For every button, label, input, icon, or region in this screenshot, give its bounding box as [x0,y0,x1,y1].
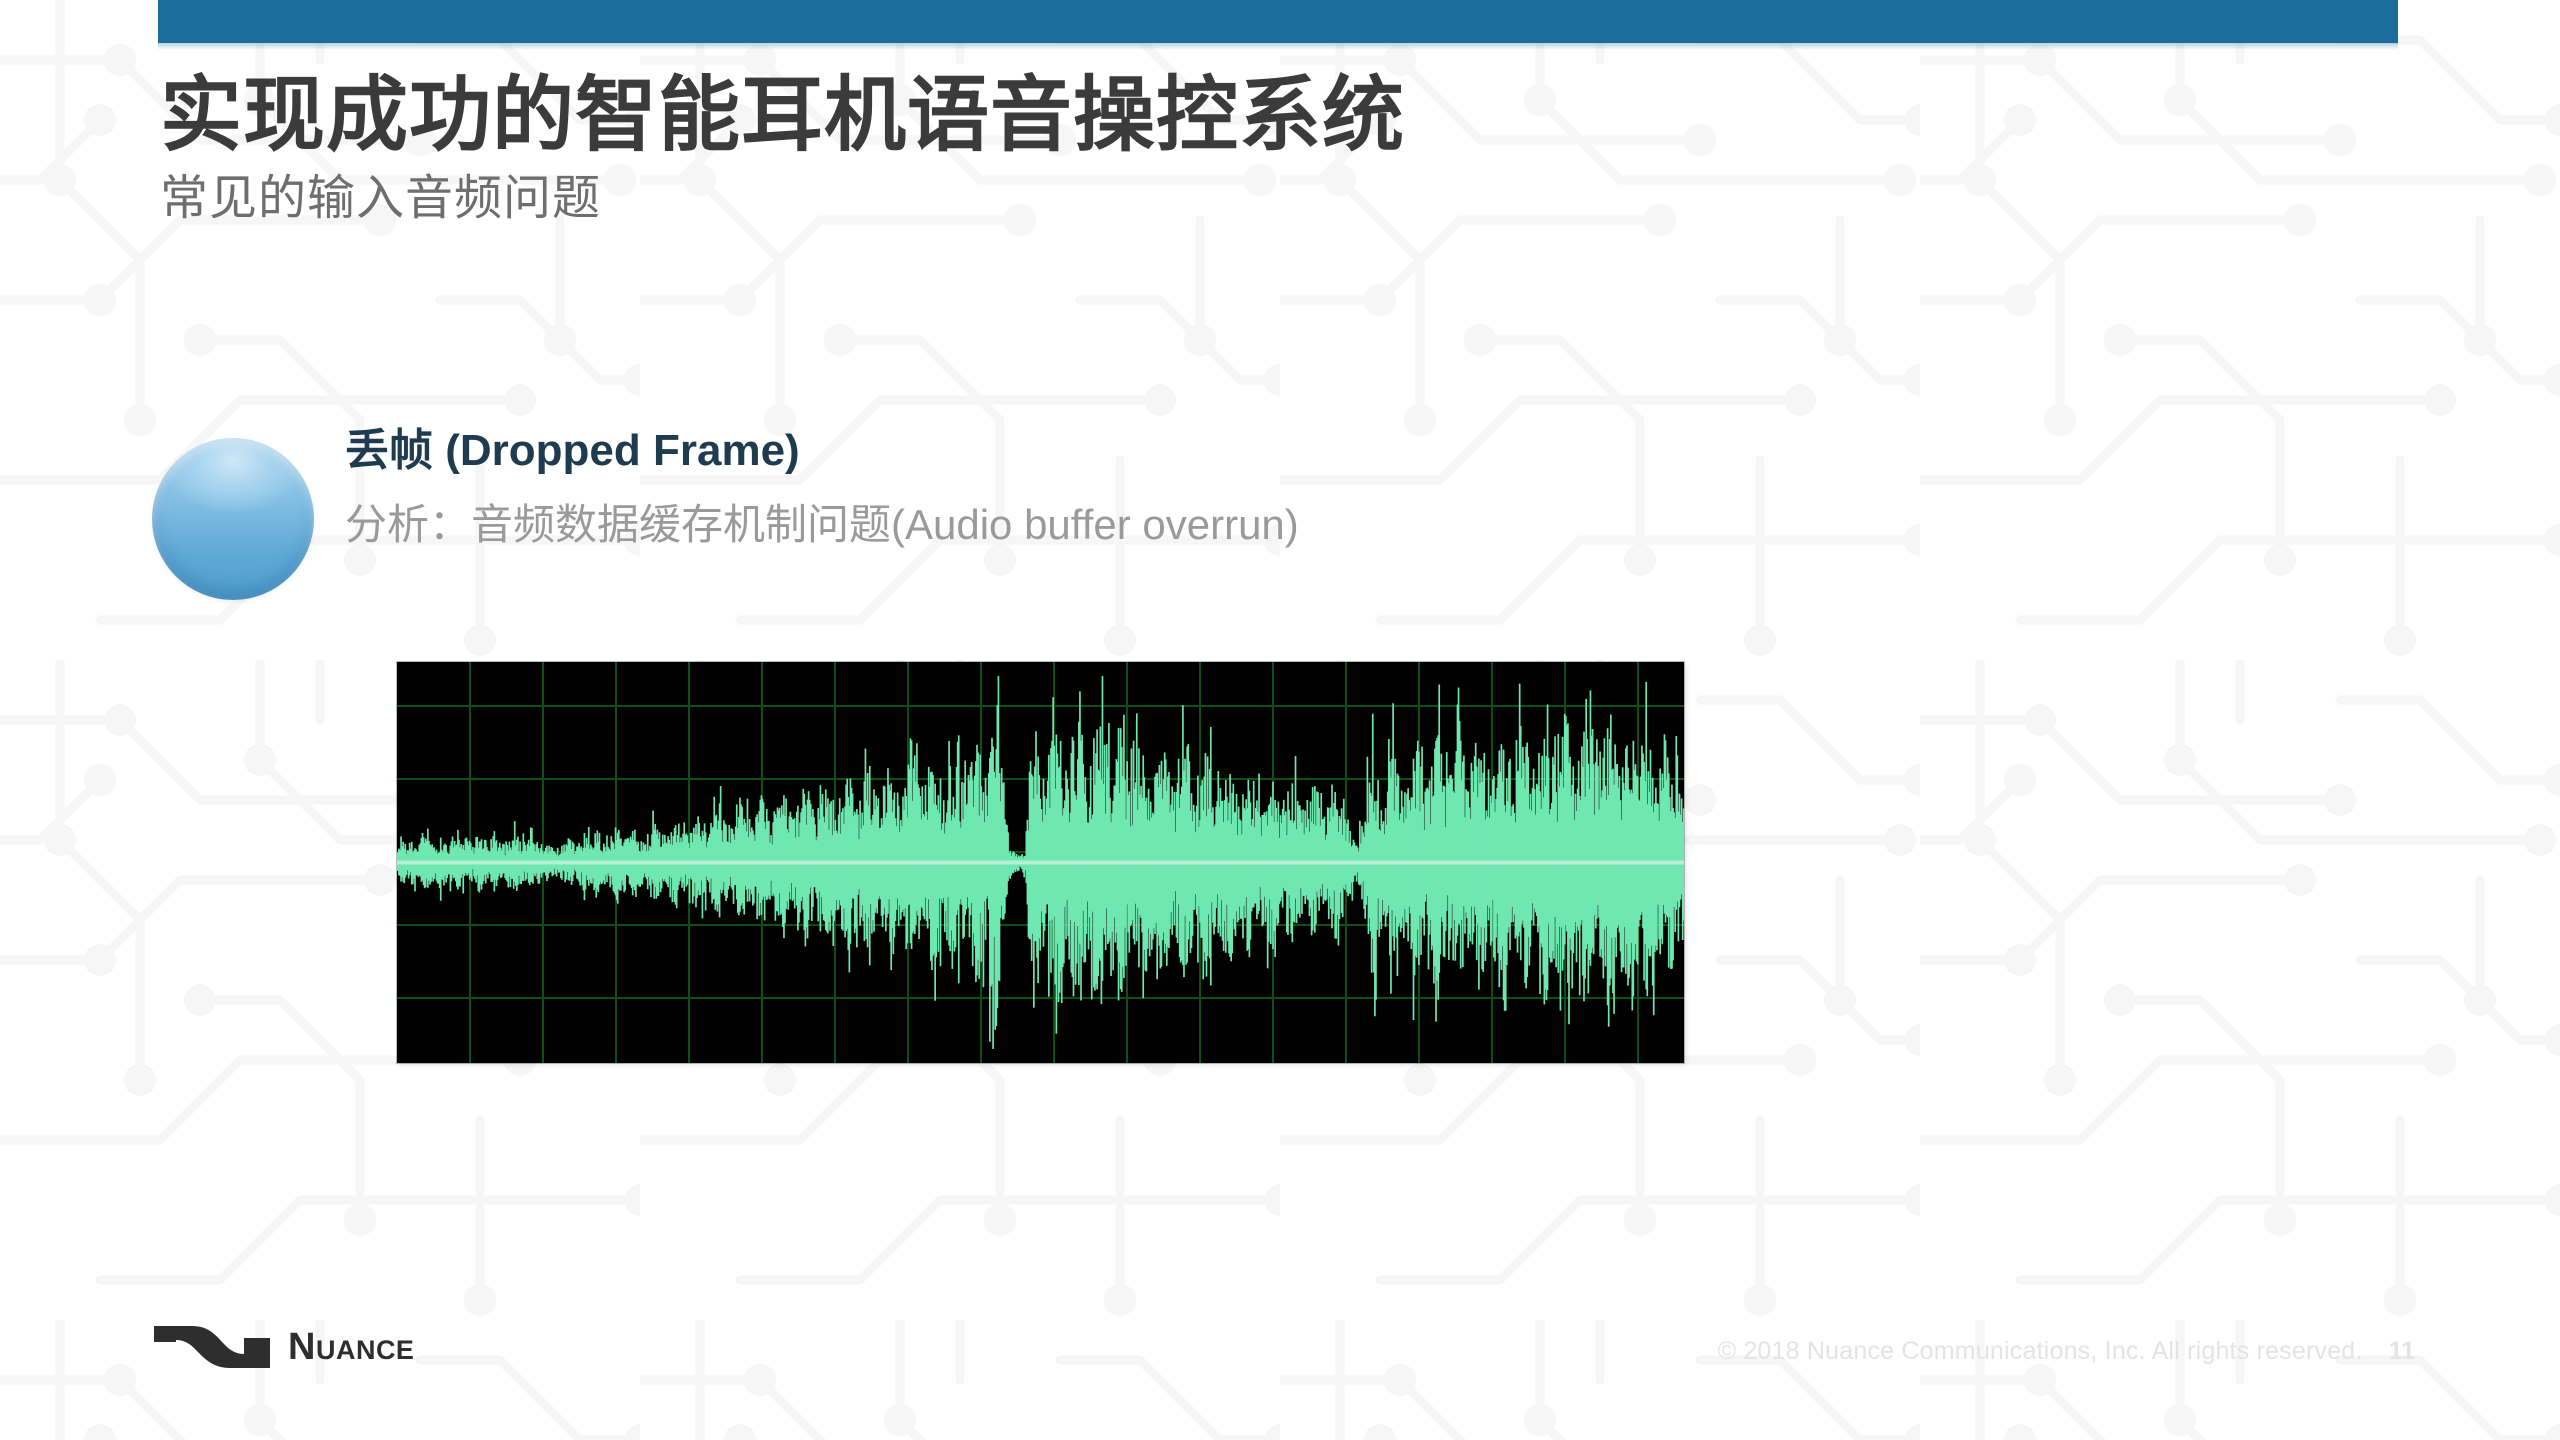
copyright-text: © 2018 Nuance Communications, Inc. All r… [1717,1337,2363,1365]
top-accent-bar-shadow [158,43,2398,50]
page-subtitle: 常见的输入音频问题 [160,171,602,225]
blue-sphere-bullet-icon [152,438,314,600]
bullet-analysis-text: 分析：音频数据缓存机制问题(Audio buffer overrun) [345,500,1299,548]
nuance-swoosh-icon [154,1326,270,1368]
nuance-wordmark: Nuance [288,1326,415,1368]
bullet-heading: 丢帧 (Dropped Frame) [345,426,800,475]
title-block: 实现成功的智能耳机语音操控系统 常见的输入音频问题 [160,70,1406,226]
audio-waveform-panel [397,662,1684,1063]
nuance-logo: Nuance [152,1320,414,1374]
bullet-row: 丢帧 (Dropped Frame) 分析：音频数据缓存机制问题(Audio b… [152,425,1299,600]
page-number: 11 [2388,1337,2415,1365]
footer-right-group: © 2018 Nuance Communications, Inc. All r… [1718,1337,2415,1366]
top-accent-bar [158,0,2398,43]
page-title: 实现成功的智能耳机语音操控系统 [160,70,1406,161]
bullet-text-group: 丢帧 (Dropped Frame) 分析：音频数据缓存机制问题(Audio b… [345,425,1299,550]
